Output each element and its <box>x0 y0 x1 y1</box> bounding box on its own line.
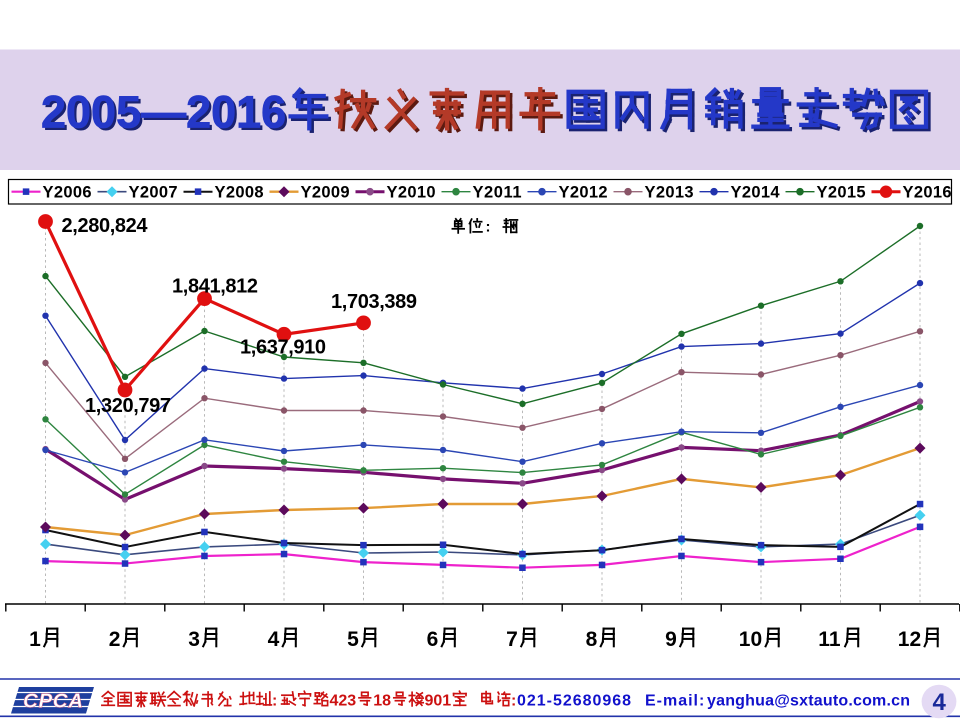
svg-text:9: 9 <box>665 628 677 651</box>
svg-text:901: 901 <box>425 693 452 710</box>
svg-text:423: 423 <box>330 693 357 710</box>
svg-text::: : <box>272 693 277 710</box>
svg-text:E-mail: E-mail <box>645 693 698 710</box>
svg-text:Y2012: Y2012 <box>559 184 608 202</box>
svg-text:Y2016: Y2016 <box>903 184 952 202</box>
svg-text::: : <box>699 693 704 710</box>
svg-text:yanghua@sxtauto.com.cn: yanghua@sxtauto.com.cn <box>707 693 910 710</box>
svg-text:Y2015: Y2015 <box>817 184 866 202</box>
svg-text::: : <box>486 219 491 236</box>
svg-text:Y2007: Y2007 <box>129 184 178 202</box>
svg-text:7: 7 <box>506 628 518 651</box>
svg-text:Y2009: Y2009 <box>301 184 350 202</box>
svg-text:8: 8 <box>586 628 598 651</box>
svg-text:4: 4 <box>933 689 947 716</box>
svg-text:12: 12 <box>898 628 921 651</box>
svg-text:Y2006: Y2006 <box>43 184 92 202</box>
svg-text:1,637,910: 1,637,910 <box>240 337 326 359</box>
svg-text:11: 11 <box>818 628 841 651</box>
svg-text:6: 6 <box>427 628 439 651</box>
svg-text:2: 2 <box>109 628 121 651</box>
svg-text:1,841,812: 1,841,812 <box>172 276 258 298</box>
svg-text:3: 3 <box>188 628 200 651</box>
svg-text:2005—2016: 2005—2016 <box>41 87 286 138</box>
svg-text:1,703,389: 1,703,389 <box>331 291 417 313</box>
svg-text:Y2014: Y2014 <box>731 184 781 202</box>
svg-text:1,320,797: 1,320,797 <box>85 395 171 417</box>
svg-text:Y2008: Y2008 <box>215 184 264 202</box>
svg-text:Y2013: Y2013 <box>645 184 694 202</box>
svg-text::: : <box>511 693 516 710</box>
svg-text:2,280,824: 2,280,824 <box>62 215 149 237</box>
svg-text:10: 10 <box>739 628 762 651</box>
svg-text:Y2010: Y2010 <box>387 184 436 202</box>
svg-text:4: 4 <box>268 628 280 651</box>
svg-text:CPCA: CPCA <box>23 690 83 713</box>
svg-text:021-52680968: 021-52680968 <box>517 693 631 710</box>
svg-text:1: 1 <box>29 628 41 651</box>
svg-text:2005—2016: 2005—2016 <box>44 89 289 140</box>
svg-text:Y2011: Y2011 <box>473 184 522 202</box>
svg-text:5: 5 <box>347 628 359 651</box>
svg-text:18: 18 <box>373 693 391 710</box>
